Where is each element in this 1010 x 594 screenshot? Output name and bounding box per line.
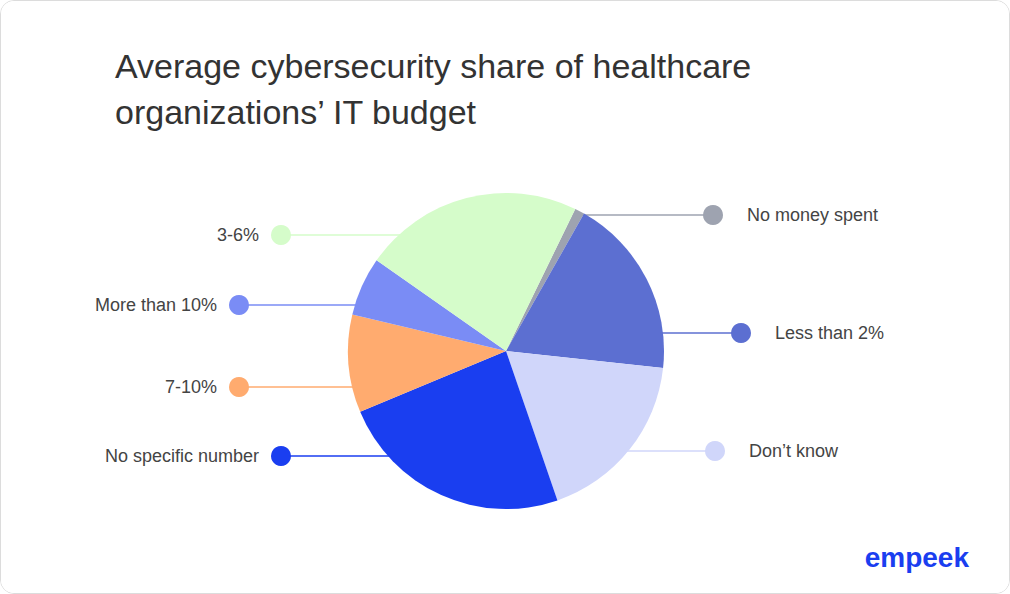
svg-text:No specific number: No specific number: [105, 446, 259, 466]
svg-text:organizations’ IT budget: organizations’ IT budget: [115, 93, 477, 131]
svg-text:Don’t know: Don’t know: [749, 441, 839, 461]
svg-text:3-6%: 3-6%: [217, 225, 259, 245]
svg-text:More than 10%: More than 10%: [95, 295, 217, 315]
svg-text:empeek: empeek: [865, 542, 970, 573]
svg-text:No money spent: No money spent: [747, 205, 878, 225]
svg-text:Average cybersecurity share of: Average cybersecurity share of healthcar…: [115, 47, 761, 85]
svg-text:7-10%: 7-10%: [165, 377, 217, 397]
svg-text:Less than 2%: Less than 2%: [775, 323, 884, 343]
